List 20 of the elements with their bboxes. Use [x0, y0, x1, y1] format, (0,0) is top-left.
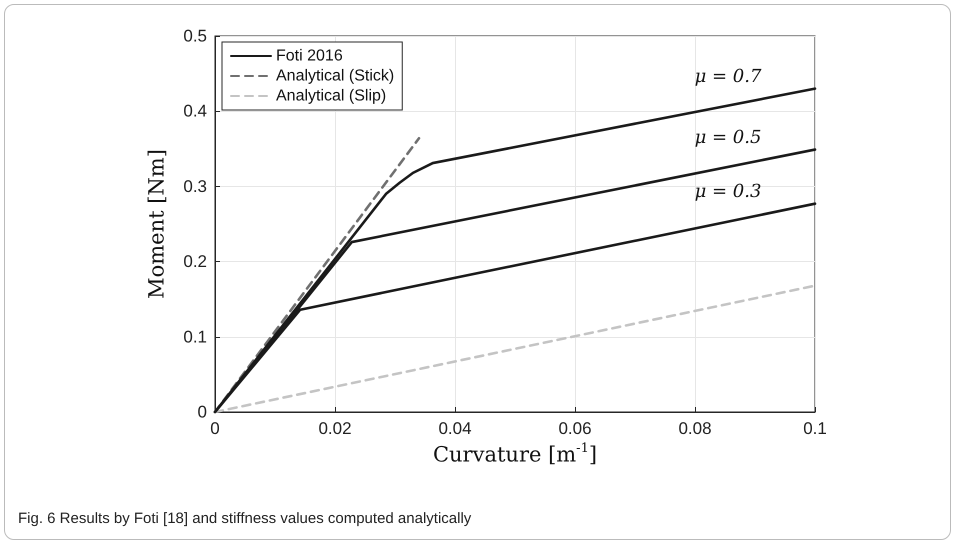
x-tick-label: 0.04	[438, 419, 472, 438]
caption: Fig. 6 Results by Foti [18] and stiffness values computed analytically	[18, 510, 472, 527]
y-tick-label: 0.3	[183, 176, 207, 196]
y-tick-label: 0.2	[183, 252, 207, 272]
x-tick-label: 0.06	[558, 419, 592, 438]
legend-label: Analytical (Stick)	[276, 68, 394, 84]
x-tick-label: 0.08	[678, 419, 712, 438]
y-tick-label: 0	[198, 402, 207, 422]
x-tick-label: 0.02	[318, 419, 352, 438]
annotation: μ = 0.5	[694, 127, 762, 148]
annotation: μ = 0.7	[694, 66, 762, 88]
annotation: μ = 0.3	[694, 181, 762, 202]
y-tick-label: 0.1	[183, 327, 207, 346]
y-tick-label: 0.5	[183, 26, 207, 46]
legend-label: Foti 2016	[276, 48, 343, 64]
x-tick-label: 0	[210, 419, 220, 438]
legend-label: Analytical (Slip)	[276, 88, 386, 104]
y-tick-label: 0.4	[183, 102, 207, 121]
y-axis-title: Moment [Nm]	[144, 149, 168, 299]
x-tick-label: 0.1	[803, 419, 827, 438]
